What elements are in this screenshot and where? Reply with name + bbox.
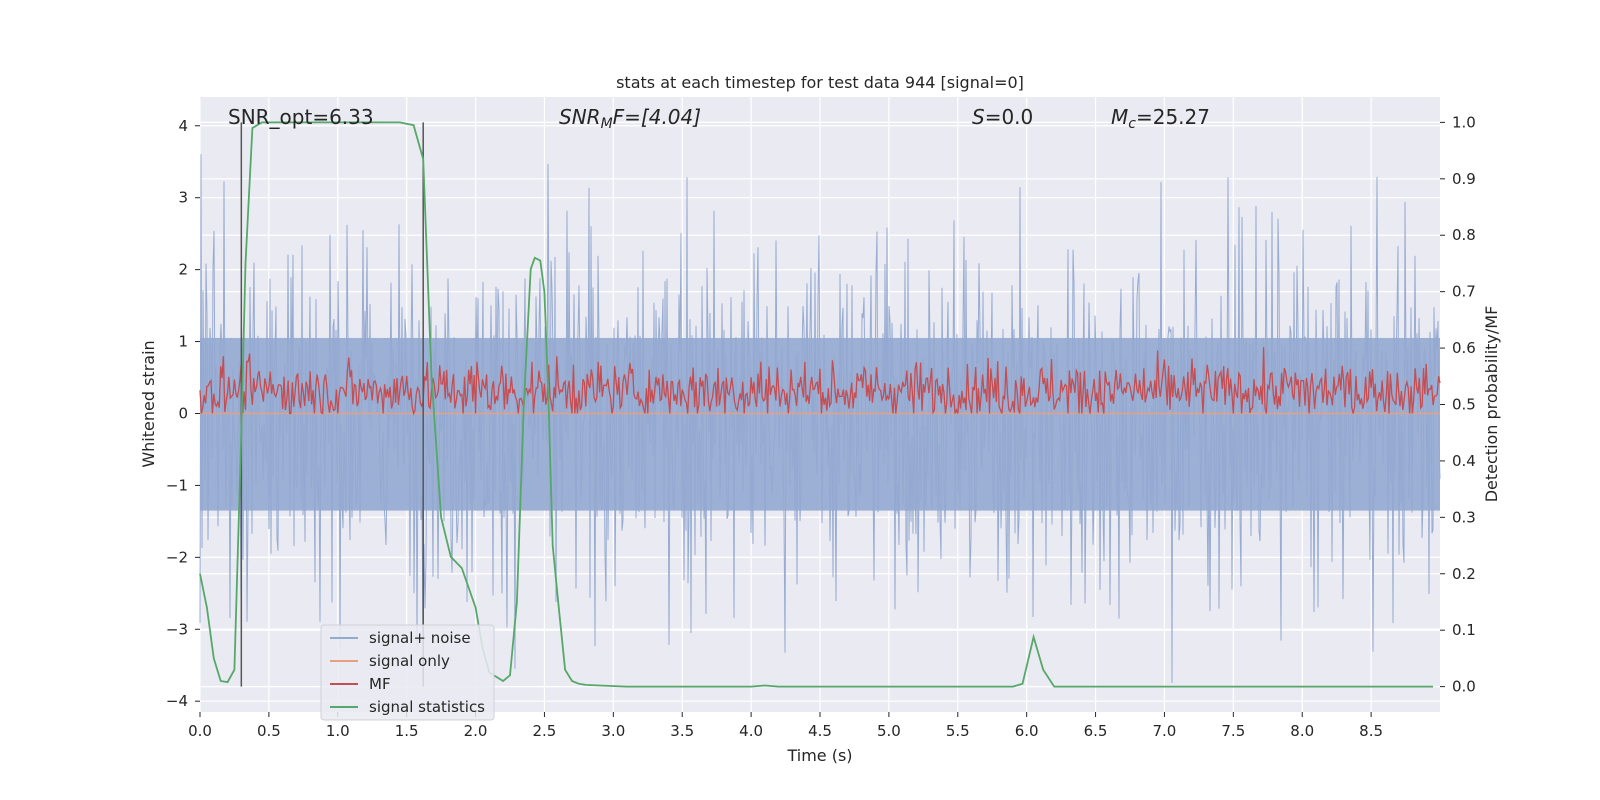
y-tick-label: 0 — [178, 404, 188, 422]
y-right-tick-label: 0.2 — [1452, 565, 1476, 583]
x-tick-label: 2.0 — [464, 722, 488, 740]
noise-dense-band — [200, 337, 1440, 511]
y-right-axis-label: Detection probability/MF — [1482, 306, 1501, 503]
y-right-tick-label: 0.3 — [1452, 508, 1476, 526]
y-tick-label: −1 — [166, 476, 188, 494]
x-tick-label: 6.0 — [1015, 722, 1039, 740]
y-right-tick-label: 0.4 — [1452, 452, 1476, 470]
x-tick-label: 4.0 — [739, 722, 763, 740]
y-tick-label: 2 — [178, 261, 188, 279]
chart-title: stats at each timestep for test data 944… — [616, 73, 1024, 92]
x-tick-labels: 0.0 0.5 1.0 1.5 2.0 2.5 3.0 3.5 4.0 4.5 5.0 5.5 6.0 6… — [188, 712, 1383, 740]
y-right-tick-label: 0.5 — [1452, 396, 1476, 414]
y-tick-label: −4 — [166, 692, 188, 710]
x-tick-label: 5.5 — [946, 722, 970, 740]
y-right-tick-label: 0.9 — [1452, 170, 1476, 188]
annotation-snr-opt: SNR_opt=6.33 — [228, 105, 374, 129]
signal-statistics-line — [199, 121, 1434, 688]
y-right-tick-label: 0.1 — [1452, 621, 1476, 639]
x-tick-label: 4.5 — [808, 722, 832, 740]
legend-box — [320, 624, 495, 721]
annotation-s: S=0.0 — [972, 105, 1033, 129]
y-axis-label: Whitened strain — [139, 340, 158, 467]
x-tick-label: 6.5 — [1084, 722, 1108, 740]
series-signal-noise — [199, 154, 1441, 683]
x-axis-label: Time (s) — [786, 746, 852, 765]
x-tick-label: 0.0 — [188, 722, 212, 740]
x-tick-label: 1.0 — [326, 722, 350, 740]
y-right-tick-label: 0.6 — [1452, 339, 1476, 357]
x-tick-label: 3.0 — [601, 722, 625, 740]
legend-label-noise: signal+ noise — [369, 629, 471, 647]
y-tick-label: 3 — [178, 189, 188, 207]
x-tick-label: 8.0 — [1290, 722, 1314, 740]
x-tick-label: 7.5 — [1221, 722, 1245, 740]
x-tick-label: 2.5 — [533, 722, 557, 740]
series-signal-statistics — [199, 121, 1434, 688]
y-tick-label: 4 — [178, 117, 188, 135]
mf-trace — [199, 347, 1441, 416]
legend-label-statistics: signal statistics — [369, 698, 485, 716]
y-right-tick-label: 1.0 — [1452, 113, 1476, 131]
y-tick-labels: 4 3 2 1 0 −1 −2 −3 −4 — [166, 117, 200, 710]
x-tick-label: 5.0 — [877, 722, 901, 740]
annotation-snr-mf: SNRMF=[4.04] — [559, 105, 701, 132]
annotation-mc: Mc=25.27 — [1111, 105, 1210, 132]
series-mf — [199, 347, 1441, 416]
y-right-tick-label: 0.8 — [1452, 226, 1476, 244]
y-right-tick-label: 0.7 — [1452, 283, 1476, 301]
y-tick-label: −3 — [166, 620, 188, 638]
y-tick-label: −2 — [166, 548, 188, 566]
x-tick-label: 1.5 — [395, 722, 419, 740]
x-tick-label: 8.5 — [1359, 722, 1383, 740]
x-tick-label: 0.5 — [257, 722, 281, 740]
y-tick-label: 1 — [178, 333, 188, 351]
legend-label-signal: signal only — [369, 652, 450, 670]
legend-label-mf: MF — [369, 675, 391, 693]
y-right-tick-label: 0.0 — [1452, 678, 1476, 696]
y-right-tick-labels: 1.0 0.9 0.8 0.7 0.6 0.5 0.4 0.3 0.2 0.1 0.0 — [1440, 113, 1476, 696]
legend: signal+ noise signal only MF signal stat… — [320, 624, 495, 721]
x-tick-label: 7.0 — [1153, 722, 1177, 740]
x-tick-label: 3.5 — [670, 722, 694, 740]
